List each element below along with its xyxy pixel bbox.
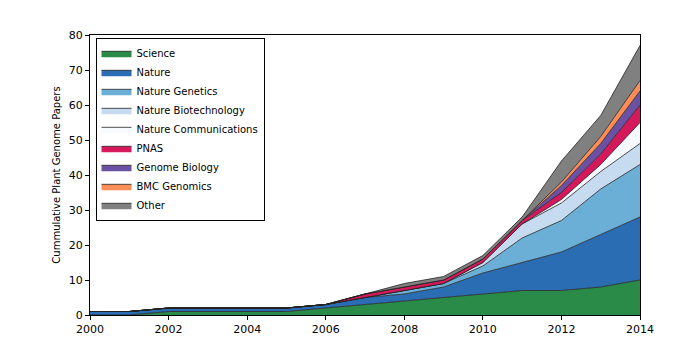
- svg-text:60: 60: [69, 99, 83, 112]
- svg-text:Nature Genetics: Nature Genetics: [137, 86, 218, 97]
- svg-text:2008: 2008: [390, 323, 418, 336]
- svg-text:2006: 2006: [312, 323, 340, 336]
- svg-text:10: 10: [69, 274, 83, 287]
- svg-text:40: 40: [69, 169, 83, 182]
- svg-text:BMC Genomics: BMC Genomics: [137, 181, 212, 192]
- svg-text:Nature: Nature: [137, 67, 171, 78]
- svg-text:Nature Biotechnology: Nature Biotechnology: [137, 105, 245, 116]
- svg-text:2012: 2012: [547, 323, 575, 336]
- svg-text:2002: 2002: [155, 323, 183, 336]
- svg-text:Cummulative Plant Genome Paper: Cummulative Plant Genome Papers: [51, 86, 62, 263]
- svg-text:PNAS: PNAS: [137, 143, 164, 154]
- svg-text:2010: 2010: [469, 323, 497, 336]
- svg-text:70: 70: [69, 64, 83, 77]
- svg-text:80: 80: [69, 29, 83, 42]
- svg-text:50: 50: [69, 134, 83, 147]
- svg-text:30: 30: [69, 204, 83, 217]
- svg-text:2000: 2000: [76, 323, 104, 336]
- svg-text:Other: Other: [137, 200, 166, 211]
- svg-text:Science: Science: [137, 48, 176, 59]
- svg-text:2004: 2004: [233, 323, 261, 336]
- svg-text:20: 20: [69, 239, 83, 252]
- svg-text:2014: 2014: [626, 323, 654, 336]
- svg-text:0: 0: [76, 309, 83, 322]
- svg-text:Genome Biology: Genome Biology: [137, 162, 219, 173]
- svg-text:Nature Communications: Nature Communications: [137, 124, 258, 135]
